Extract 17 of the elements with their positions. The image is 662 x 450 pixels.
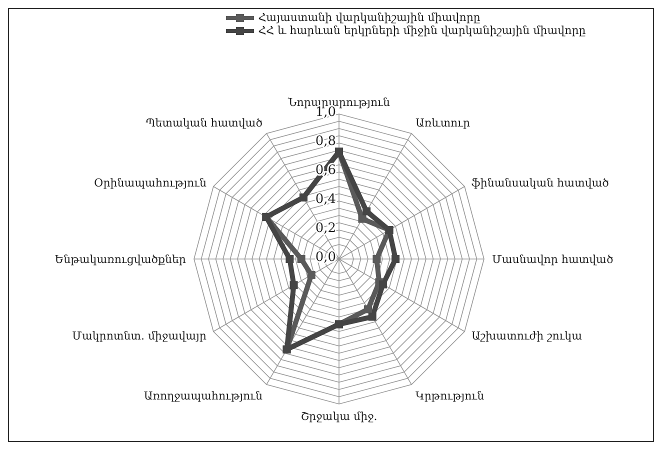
y-tick-label: 0,0 [315,250,336,265]
legend-label: Հայաստանի վարկանիշային միավորը [258,11,480,24]
spoke-label: ֆինանսական հատված [472,176,610,190]
spoke-label: Կրթություն [416,389,484,402]
y-tick-label: 0,2 [315,221,336,236]
spoke-label: Շրջակա միջ. [300,410,378,423]
spoke-label: Մակրոտնտ. միջավայր [72,329,206,342]
legend-label: ՀՀ և հարևան երկրների միջին վարկանիշային միավորը [258,24,586,37]
spoke-label: Օրինապահություն [94,176,206,190]
y-tick-label: 0,4 [315,192,336,207]
spoke-label: Պետական հատված [146,116,263,130]
spoke-label: Առողջապահություն [144,389,262,402]
spoke-label: Մասնավոր հատված [492,252,614,266]
spoke-label: Աշխատուժի շուկա [472,329,583,342]
spoke-label: Ենթակառուցվածքներ [54,252,186,266]
y-tick-label: 0,8 [315,134,336,149]
spoke-label: Առևտուր [416,116,470,130]
